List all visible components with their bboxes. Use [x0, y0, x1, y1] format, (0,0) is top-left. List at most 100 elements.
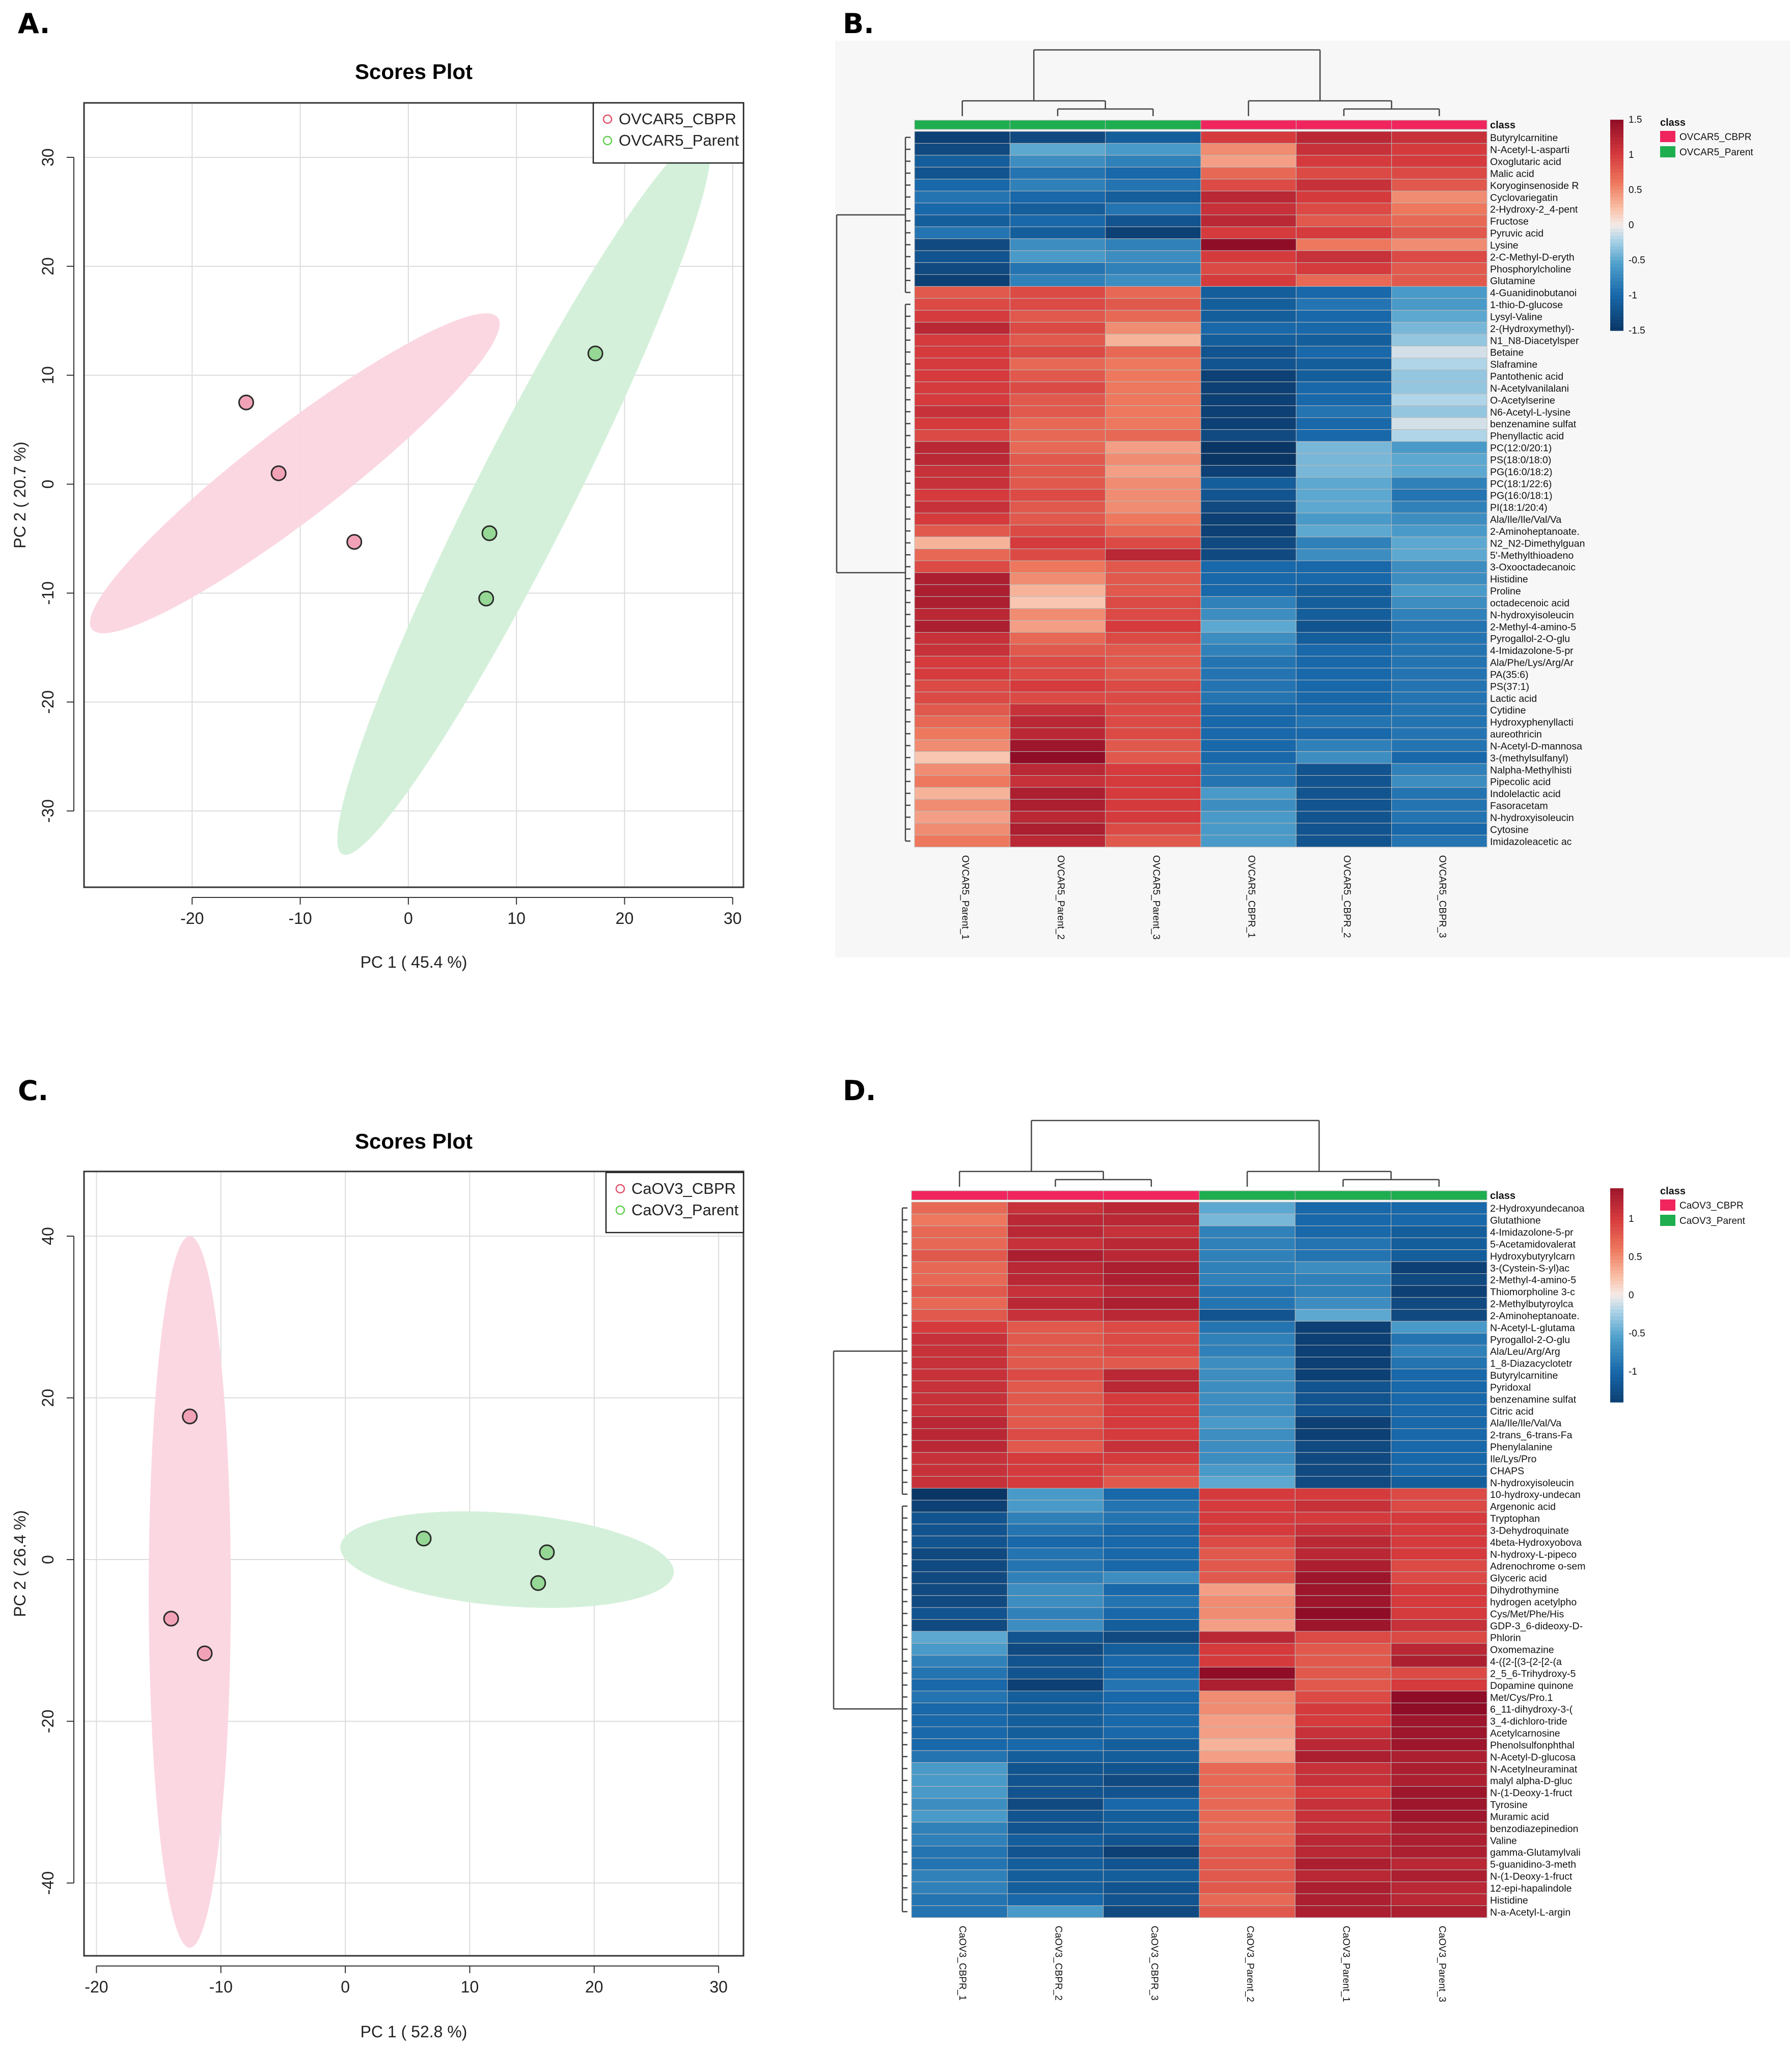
heatmap-cell	[1391, 1225, 1487, 1238]
class-header: class	[1490, 120, 1515, 131]
heatmap-cell	[1294, 1499, 1392, 1513]
heatmap-cell	[914, 334, 1010, 346]
heatmap-cell	[1294, 1655, 1392, 1668]
heatmap-cell	[914, 668, 1010, 680]
heatmap-cell	[1007, 1416, 1104, 1429]
row-label: N2_N2-Dimethylguan	[1490, 538, 1585, 549]
heatmap-cell	[1391, 703, 1487, 716]
heatmap-cell	[1105, 525, 1201, 537]
heatmap-cell	[1007, 1225, 1104, 1238]
color-scale-segment	[1610, 183, 1623, 187]
class-annotation-cell	[1295, 120, 1392, 130]
heatmap-cell	[1103, 1380, 1200, 1394]
row-label: PG(16:0/18:1)	[1490, 490, 1552, 502]
heatmap-cell	[914, 405, 1010, 418]
row-label: N-Acetylvanilalani	[1490, 383, 1569, 394]
heatmap-cell	[1391, 1858, 1487, 1870]
heatmap-cell	[1105, 238, 1201, 251]
heatmap-cell	[911, 1869, 1008, 1882]
heatmap-cell	[911, 1786, 1008, 1799]
color-scale-segment	[1610, 1349, 1623, 1353]
heatmap-cell	[1105, 203, 1201, 215]
row-label: Lysyl-Valine	[1490, 311, 1542, 322]
heatmap-cell	[1009, 250, 1106, 263]
heatmap-cell	[1199, 1750, 1295, 1763]
heatmap-cell	[911, 1476, 1008, 1489]
heatmap-cell	[1103, 1881, 1200, 1894]
heatmap-cell	[1200, 536, 1297, 550]
heatmap-cell	[1391, 465, 1487, 478]
heatmap-cell	[911, 1834, 1008, 1846]
heatmap-cell	[1391, 1607, 1487, 1620]
row-label: Met/Cys/Pro.1	[1490, 1692, 1553, 1703]
heatmap-cell	[1294, 1631, 1392, 1644]
heatmap-cell	[1009, 155, 1106, 168]
color-scale-segment	[1610, 1217, 1623, 1221]
heatmap-cell	[1391, 1869, 1487, 1882]
heatmap-cell	[1295, 596, 1392, 609]
heatmap-cell	[1200, 429, 1297, 442]
heatmap-cell	[1295, 381, 1392, 394]
heatmap-cell	[1009, 536, 1106, 550]
heatmap-cell	[1007, 1369, 1104, 1381]
heatmap-cell	[1391, 167, 1487, 180]
row-label: Glutamine	[1490, 276, 1535, 287]
heatmap-cell	[1199, 1714, 1295, 1727]
heatmap-cell	[1200, 560, 1297, 573]
color-scale-segment	[1610, 225, 1623, 229]
heatmap-cell	[1295, 179, 1392, 192]
heatmap-cell	[1007, 1726, 1104, 1739]
heatmap-cell	[1294, 1202, 1392, 1214]
x-tick-label: -10	[288, 909, 312, 927]
color-scale-segment	[1610, 169, 1623, 173]
row-label: N-Acetyl-D-mannosa	[1490, 741, 1582, 752]
heatmap-cell	[1294, 1798, 1392, 1811]
row-label: PA(35:6)	[1490, 669, 1529, 680]
heatmap-cell	[1295, 668, 1392, 680]
heatmap-cell	[1007, 1321, 1104, 1334]
row-label: 3-(methylsulfanyl)	[1490, 753, 1568, 764]
heatmap-cell	[1295, 334, 1392, 346]
heatmap-cell	[1009, 358, 1106, 370]
color-scale-segment	[1610, 1195, 1623, 1199]
heatmap-cell	[1391, 322, 1487, 335]
heatmap-cell	[1295, 620, 1392, 633]
heatmap-cell	[1009, 262, 1106, 275]
color-scale-segment	[1610, 1320, 1623, 1324]
heatmap-cell	[914, 190, 1010, 204]
color-scale-segment	[1610, 144, 1623, 148]
heatmap-cell	[1391, 441, 1487, 454]
heatmap-cell	[1105, 190, 1201, 204]
heatmap-cell	[1200, 167, 1297, 180]
heatmap-cell	[1295, 584, 1392, 597]
heatmap-cell	[1103, 1822, 1200, 1835]
heatmap-cell	[911, 1309, 1008, 1322]
heatmap-cell	[1294, 1237, 1392, 1250]
heatmap-cell	[911, 1631, 1008, 1644]
heatmap-cell	[1295, 727, 1392, 740]
legend-label: OVCAR5_CBPR	[619, 110, 736, 128]
heatmap-cell	[1009, 775, 1106, 788]
row-label: Muramic acid	[1490, 1811, 1549, 1822]
heatmap-cell	[1200, 608, 1297, 621]
class-annotation-cell	[911, 1190, 1008, 1200]
color-scale-tick: 0.5	[1629, 185, 1642, 196]
heatmap-cell	[1009, 703, 1106, 716]
heatmap-cell	[1103, 1738, 1200, 1751]
row-label: Lactic acid	[1490, 693, 1537, 704]
heatmap-cell	[914, 811, 1010, 824]
heatmap-cell	[1294, 1774, 1392, 1787]
panel-b-heatmap: B.classButyrylcarnitineN-Acetyl-L-aspart…	[835, 8, 1790, 958]
row-label: Butyrylcarnitine	[1490, 132, 1558, 144]
heatmap-cell	[1007, 1607, 1104, 1620]
heatmap-cell	[1294, 1321, 1392, 1334]
heatmap-cell	[1199, 1607, 1295, 1620]
heatmap-cell	[911, 1285, 1008, 1298]
heatmap-cell	[1391, 1499, 1487, 1513]
heatmap-cell	[1199, 1655, 1295, 1668]
heatmap-cell	[1009, 286, 1106, 299]
y-tick-label: -20	[39, 1709, 57, 1733]
heatmap-cell	[1103, 1726, 1200, 1739]
heatmap-cell	[914, 203, 1010, 215]
heatmap-cell	[1199, 1202, 1295, 1214]
